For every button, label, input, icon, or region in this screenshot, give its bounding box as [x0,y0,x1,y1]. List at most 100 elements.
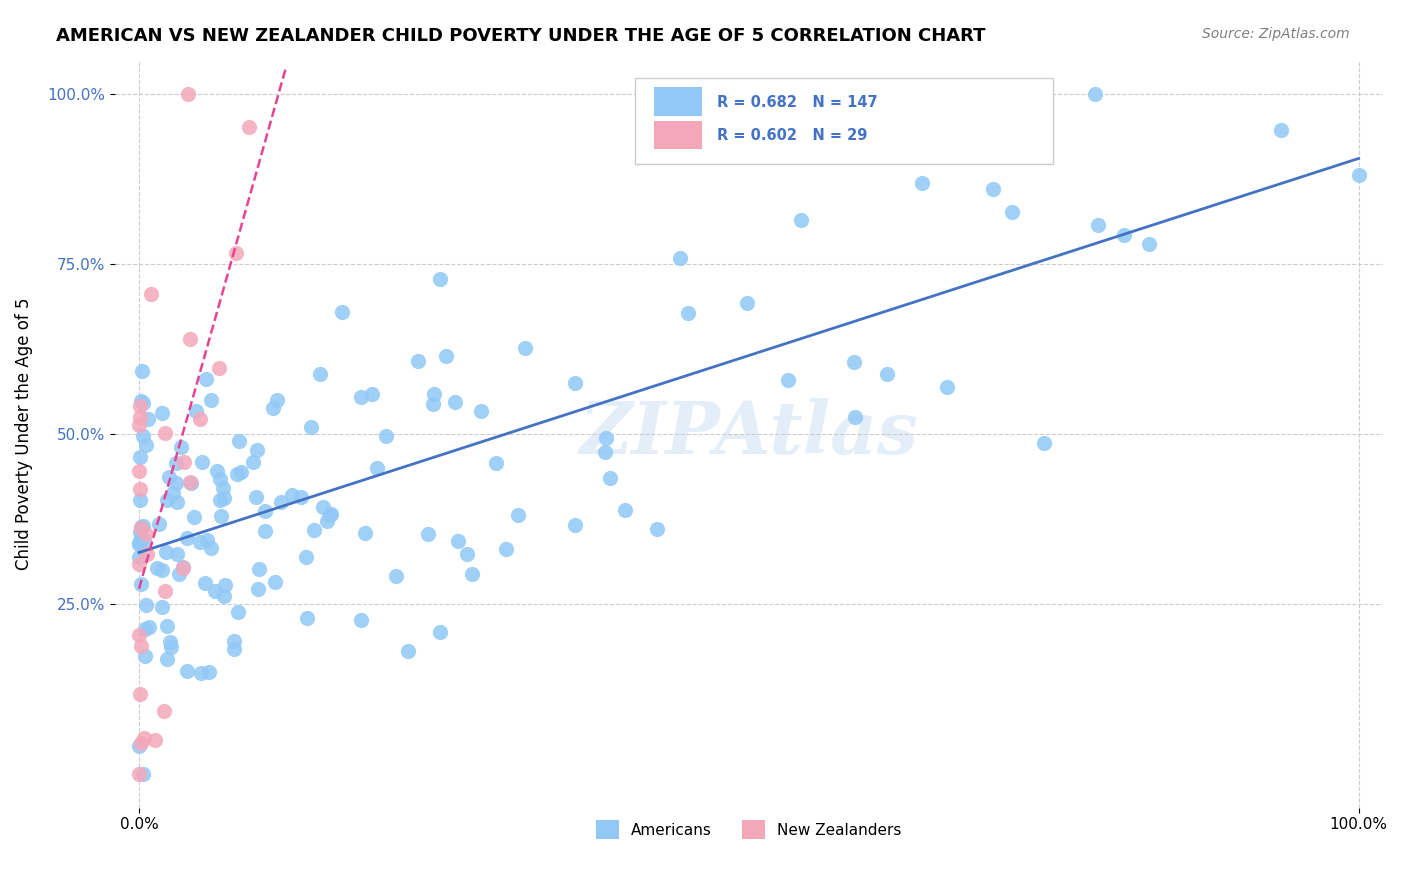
Point [176,664,198,678]
Point [513,341,536,355]
Point [1347,168,1369,182]
Point [128,536,150,550]
Point [179,332,201,346]
Point [385,569,408,583]
Point [599,471,621,485]
Point [166,547,188,561]
Point [408,353,430,368]
Point [195,533,218,547]
Point [153,583,176,598]
Point [299,420,322,434]
Point [129,531,152,545]
Point [212,589,235,603]
Point [153,704,176,718]
Point [564,517,586,532]
Point [1084,87,1107,101]
Point [226,467,249,482]
Point [138,412,160,426]
Point [166,494,188,508]
Point [128,550,150,565]
Point [281,488,304,502]
Point [150,599,173,614]
Point [209,472,232,486]
Text: ZIPAtlas: ZIPAtlas [579,398,918,469]
Point [198,665,221,680]
Point [200,393,222,408]
Point [188,535,211,549]
Point [245,490,267,504]
Point [173,455,195,469]
Point [366,461,388,475]
Point [222,634,245,648]
Point [461,566,484,581]
FancyBboxPatch shape [654,121,702,149]
Point [129,639,152,653]
Legend: Americans, New Zealanders: Americans, New Zealanders [589,814,908,845]
Point [295,611,318,625]
Point [188,412,211,426]
Point [936,379,959,393]
Point [470,404,492,418]
Point [396,644,419,658]
Point [156,618,179,632]
Point [155,545,177,559]
Point [263,574,285,589]
Point [165,476,187,491]
Point [844,409,866,424]
Point [129,409,152,424]
Point [128,450,150,464]
Point [150,406,173,420]
Point [208,360,231,375]
Point [129,520,152,534]
Point [423,386,446,401]
Point [135,438,157,452]
Point [183,510,205,524]
FancyBboxPatch shape [634,78,1053,164]
Point [214,577,236,591]
Point [129,521,152,535]
Point [349,613,371,627]
Point [156,651,179,665]
Point [159,635,181,649]
Point [131,364,153,378]
Point [128,464,150,478]
Point [1087,219,1109,233]
Point [138,620,160,634]
Point [318,508,340,523]
Point [179,475,201,490]
Point [208,492,231,507]
Point [139,286,162,301]
Point [209,509,232,524]
Text: AMERICAN VS NEW ZEALANDER CHILD POVERTY UNDER THE AGE OF 5 CORRELATION CHART: AMERICAN VS NEW ZEALANDER CHILD POVERTY … [56,27,986,45]
Point [735,296,758,310]
Point [270,495,292,509]
Point [132,519,155,533]
Point [564,376,586,390]
Point [456,547,478,561]
Point [354,525,377,540]
Point [1001,205,1024,219]
Point [190,665,212,680]
Point [135,527,157,541]
Point [447,534,470,549]
Point [842,355,865,369]
Point [170,440,193,454]
Point [128,739,150,753]
Point [308,367,330,381]
Point [789,97,811,112]
Point [1114,227,1136,242]
Point [484,456,506,470]
Point [143,732,166,747]
Point [129,523,152,537]
Point [160,640,183,655]
Point [180,475,202,490]
Point [429,624,451,639]
Point [129,393,152,408]
Point [132,731,155,746]
Point [146,561,169,575]
Y-axis label: Child Poverty Under the Age of 5: Child Poverty Under the Age of 5 [15,297,32,570]
Point [1139,236,1161,251]
Point [176,531,198,545]
Text: Source: ZipAtlas.com: Source: ZipAtlas.com [1202,27,1350,41]
Point [876,367,898,381]
